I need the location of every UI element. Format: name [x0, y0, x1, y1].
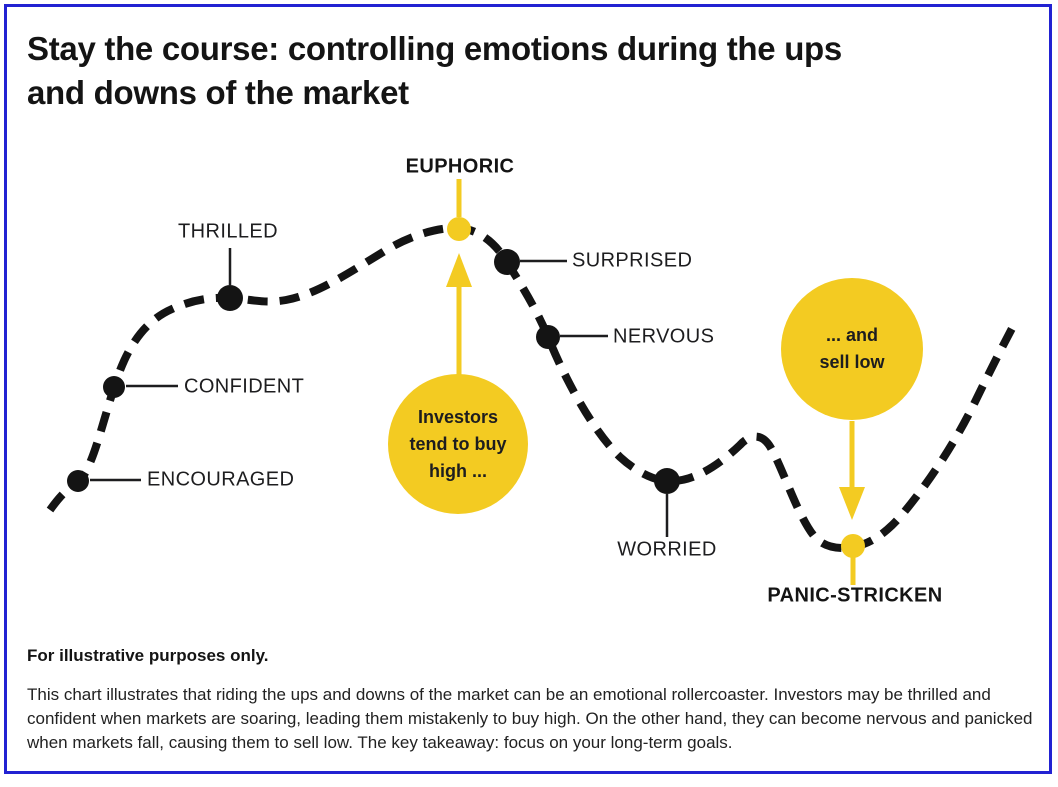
- label-nervous: NERVOUS: [613, 325, 715, 348]
- page-title-line-2: and downs of the market: [27, 74, 409, 111]
- label-confident: CONFIDENT: [184, 375, 305, 398]
- callout-sell-low: ... and sell low: [781, 278, 923, 420]
- point-thrilled: [217, 285, 243, 311]
- page-title: Stay the course: controlling emotions du…: [27, 27, 1012, 115]
- callout-sell-low-line-1: ... and: [825, 325, 878, 345]
- point-encouraged: [67, 470, 89, 492]
- label-euphoric: EUPHORIC: [405, 155, 515, 178]
- callout-buy-high-line-3: high ...: [429, 460, 487, 481]
- label-panic-stricken: PANIC-STRICKEN: [767, 584, 943, 607]
- buy-high-arrowhead-icon: [446, 253, 472, 287]
- point-surprised: [494, 249, 520, 275]
- callout-buy-high: Investors tend to buy high ...: [388, 374, 528, 514]
- label-worried: WORRIED: [617, 538, 717, 561]
- point-nervous: [536, 325, 560, 349]
- footnote: For illustrative purposes only.: [27, 646, 269, 665]
- point-panic-stricken: [841, 534, 865, 558]
- callout-buy-high-line-2: tend to buy: [409, 433, 507, 454]
- chart-description: This chart illustrates that riding the u…: [27, 685, 1033, 752]
- point-worried: [654, 468, 680, 494]
- point-confident: [103, 376, 125, 398]
- label-thrilled: THRILLED: [178, 220, 278, 243]
- callout-sell-low-line-2: sell low: [819, 352, 885, 372]
- sell-low-arrowhead-icon: [839, 487, 865, 520]
- label-surprised: SURPRISED: [572, 249, 693, 272]
- page-title-line-1: Stay the course: controlling emotions du…: [27, 30, 842, 67]
- label-encouraged: ENCOURAGED: [147, 468, 295, 491]
- point-euphoric: [447, 217, 471, 241]
- callout-buy-high-line-1: Investors: [417, 406, 499, 427]
